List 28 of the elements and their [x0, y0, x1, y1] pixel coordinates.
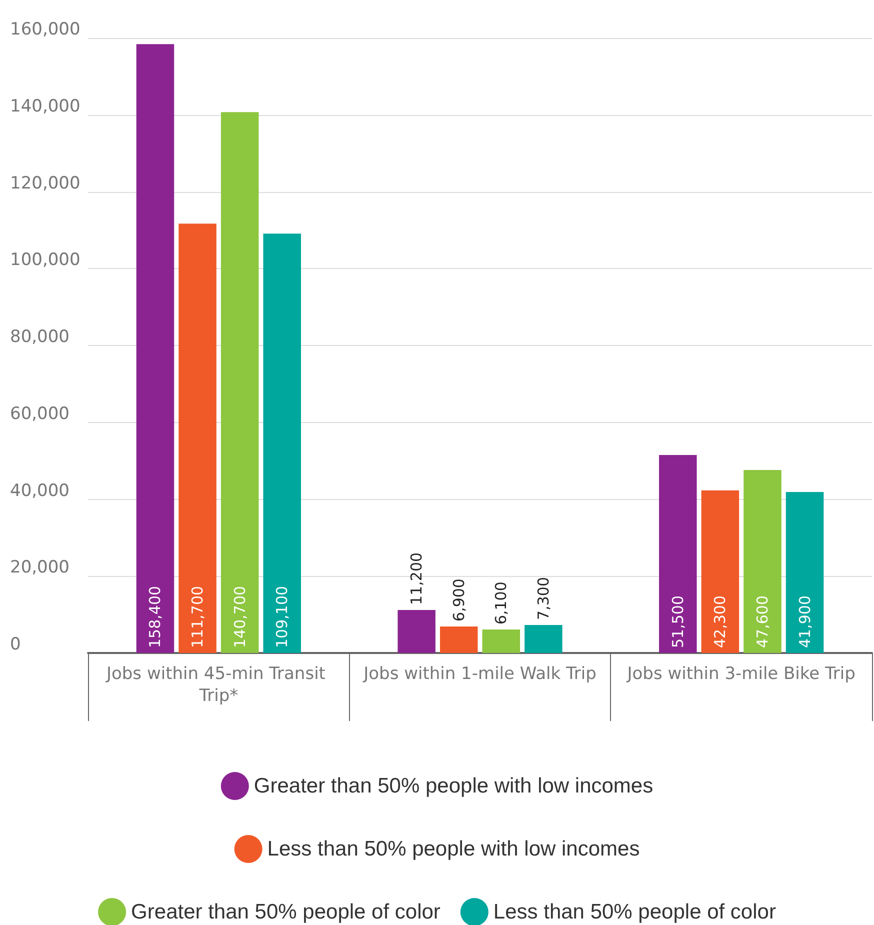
- y-tick-label: 140,000: [10, 96, 80, 116]
- y-tick-label: 20,000: [10, 558, 70, 578]
- y-tick-label: 40,000: [10, 480, 70, 501]
- legend-label: Greater than 50% people with low incomes: [254, 774, 654, 798]
- legend-label: Less than 50% people with low incomes: [267, 838, 640, 860]
- y-tick-label: 160,000: [10, 20, 80, 40]
- data-label: 7,300: [534, 576, 552, 620]
- data-label: 11,200: [408, 552, 426, 605]
- x-tick-label: Jobs within 45-min Transit Trip*: [105, 664, 331, 706]
- data-label: 6,100: [492, 582, 510, 625]
- data-label: 41,900: [796, 596, 814, 648]
- data-label: 109,100: [273, 586, 292, 648]
- data-label: 51,500: [668, 596, 687, 648]
- data-label: 111,700: [188, 586, 207, 648]
- y-tick-label: 80,000: [10, 327, 70, 347]
- data-label: 158,400: [146, 586, 164, 648]
- data-label: 47,600: [753, 596, 772, 648]
- x-tick-label: Jobs within 1-mile Walk Trip: [362, 664, 596, 684]
- y-tick-label: 120,000: [10, 173, 80, 194]
- data-label: 6,900: [450, 578, 468, 622]
- y-tick-label: 0: [10, 634, 21, 654]
- data-label: 140,700: [230, 586, 249, 648]
- y-tick-label: 60,000: [10, 404, 70, 424]
- y-tick-label: 100,000: [10, 250, 80, 270]
- legend-label: Less than 50% people of color: [493, 900, 776, 924]
- data-label: 42,300: [711, 596, 730, 648]
- legend-label: Greater than 50% people of color: [131, 900, 440, 924]
- x-tick-label: Jobs within 3-mile Bike Trip: [626, 664, 856, 684]
